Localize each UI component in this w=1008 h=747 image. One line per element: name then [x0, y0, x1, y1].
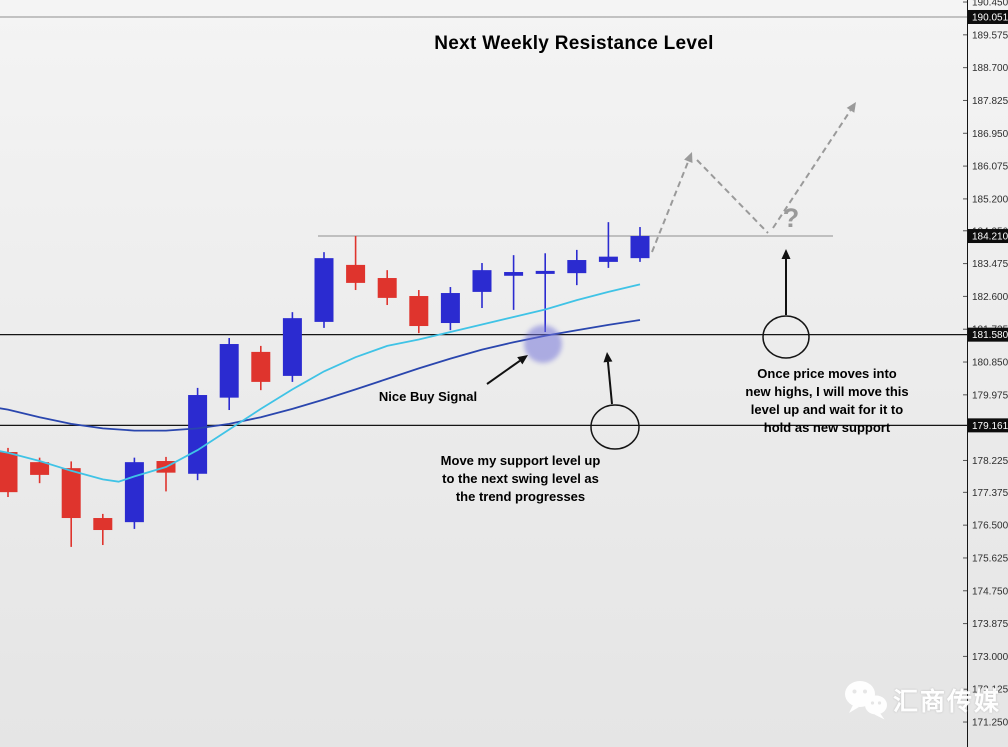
- support-note: Move my support level up to the next swi…: [418, 452, 623, 506]
- annotation-circle: [590, 404, 640, 450]
- support-note-line: to the next swing level as: [442, 471, 599, 486]
- price-axis-label: 173.875: [972, 619, 1008, 630]
- candlestick-body: [188, 395, 208, 474]
- buy-signal-highlight: [524, 325, 562, 363]
- new-highs-note: Once price moves into new highs, I will …: [720, 365, 934, 437]
- candlestick-body: [567, 260, 587, 274]
- price-level-label-bg: [968, 9, 1008, 24]
- projection-arrow-head: [846, 102, 856, 113]
- annotation-arrow: [486, 359, 521, 385]
- new-highs-note-line: Once price moves into: [757, 366, 897, 381]
- price-axis-label: 183.475: [972, 259, 1008, 270]
- wechat-logo-icon: [845, 681, 887, 720]
- price-axis-label: 171.250: [972, 718, 1008, 729]
- new-highs-note-line: hold as new support: [763, 420, 891, 435]
- projection-arrow: [696, 159, 769, 234]
- candlestick-body: [251, 351, 271, 382]
- candlestick-body: [598, 256, 618, 262]
- candlestick-body: [535, 270, 555, 274]
- annotation-arrow-head: [517, 355, 528, 365]
- projection-arrow-head: [684, 152, 693, 163]
- candlestick-body: [377, 278, 397, 298]
- candlestick-body: [61, 468, 81, 519]
- candlestick-body: [30, 462, 50, 475]
- price-axis-label: 187.825: [972, 96, 1008, 107]
- annotation-arrow-head: [603, 352, 613, 363]
- candlestick-body: [93, 518, 113, 531]
- price-axis-label: 190.450: [972, 0, 1008, 9]
- moving-average-fast-line: [0, 283, 641, 483]
- chart-title: Next Weekly Resistance Level: [434, 33, 714, 54]
- price-axis-label: 178.225: [972, 456, 1008, 467]
- watermark-text: 汇商传媒: [893, 688, 1002, 716]
- new-highs-note-line: new highs, I will move this: [745, 384, 909, 399]
- price-level-label: 181.580: [972, 330, 1008, 341]
- candlestick-body: [472, 270, 492, 292]
- price-level-label: 190.051: [972, 12, 1008, 23]
- new-highs-note-line: level up and wait for it to: [750, 402, 904, 417]
- candlestick-body: [282, 318, 302, 376]
- candlestick-body: [219, 344, 239, 398]
- price-axis-label: 177.375: [972, 488, 1008, 499]
- price-level-label: 179.161: [972, 421, 1008, 432]
- support-note-line: the trend progresses: [455, 489, 586, 504]
- price-axis-label: 182.600: [972, 292, 1008, 303]
- support-note-line: Move my support level up: [440, 453, 601, 468]
- annotation-arrow: [606, 361, 613, 405]
- price-axis-label: 188.700: [972, 63, 1008, 74]
- price-axis-label: 174.750: [972, 586, 1008, 597]
- price-axis-label: 173.000: [972, 652, 1008, 663]
- candlestick-body: [630, 236, 650, 259]
- price-axis-label: 175.625: [972, 553, 1008, 564]
- price-axis-label: 186.075: [972, 162, 1008, 173]
- candlestick-body: [504, 272, 524, 276]
- candlestick-body: [314, 258, 334, 322]
- candlestick-body: [0, 452, 18, 493]
- price-axis-label: 176.500: [972, 521, 1008, 532]
- candlestick-body: [346, 264, 366, 283]
- price-level-label-bg: [968, 418, 1008, 433]
- projection-arrow: [772, 109, 852, 229]
- buy-signal-label: Nice Buy Signal: [378, 389, 478, 404]
- projection-question-mark: ?: [782, 203, 800, 233]
- price-level-label-bg: [968, 327, 1008, 342]
- price-level-label-bg: [968, 229, 1008, 244]
- watermark: 汇商传媒: [844, 679, 1001, 721]
- price-axis-label: 185.200: [972, 194, 1008, 205]
- annotation-circle: [762, 315, 810, 359]
- candlestick-body: [409, 296, 429, 327]
- price-axis-label: 189.575: [972, 30, 1008, 41]
- candlestick-body: [124, 462, 144, 523]
- annotation-arrow-head: [781, 249, 791, 259]
- price-axis-label: 180.850: [972, 358, 1008, 369]
- price-axis-label: 172.125: [972, 685, 1008, 696]
- price-axis-label: 186.950: [972, 129, 1008, 140]
- projection-arrow: [651, 160, 690, 253]
- price-axis-label: 179.975: [972, 390, 1008, 401]
- price-level-label: 184.210: [972, 232, 1008, 243]
- candlestick-body: [440, 293, 460, 324]
